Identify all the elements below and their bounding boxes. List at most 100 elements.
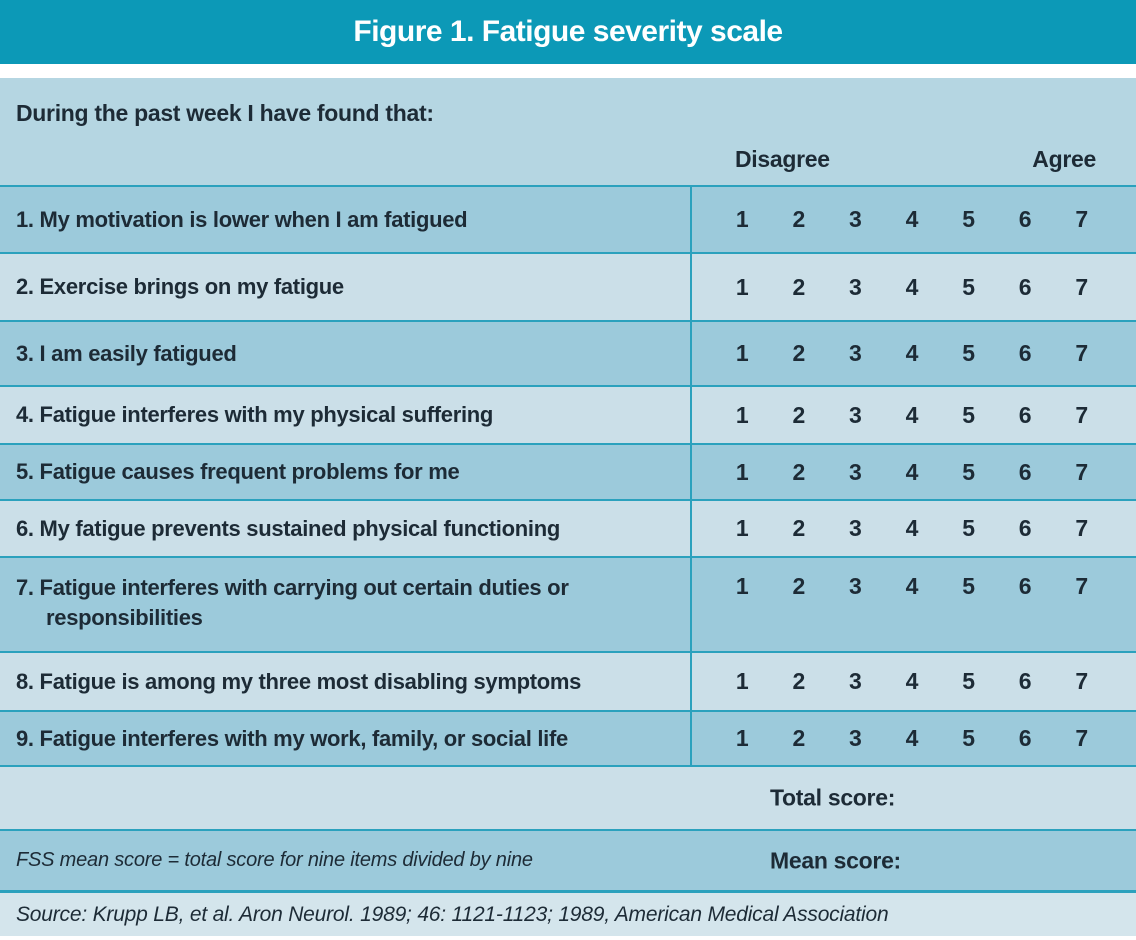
rating-value: 2 xyxy=(792,515,806,541)
rating-value: 5 xyxy=(962,273,975,300)
rating-value: 1 xyxy=(735,206,749,232)
table-row: 3. I am easily fatigued 1 2 3 4 5 6 7 xyxy=(0,320,1136,385)
rating-value: 1 xyxy=(735,725,749,751)
rating-value: 3 xyxy=(849,725,862,751)
rating-value: 4 xyxy=(905,573,919,599)
item-statement: 2. Exercise brings on my fatigue xyxy=(0,254,690,320)
item-statement-text: 5. Fatigue causes frequent problems for … xyxy=(16,459,460,485)
rating-value: 6 xyxy=(1018,668,1032,694)
table-row: 6. My fatigue prevents sustained physica… xyxy=(0,499,1136,556)
item-statement: 5. Fatigue causes frequent problems for … xyxy=(0,445,690,499)
rating-value: 7 xyxy=(1075,668,1089,694)
rating-value: 7 xyxy=(1075,573,1089,599)
rating-value: 7 xyxy=(1075,725,1089,751)
scale-anchor-labels: Disagree Agree xyxy=(690,146,1136,173)
total-score-row: Total score: xyxy=(0,765,1136,829)
rating-value: 5 xyxy=(962,725,975,751)
rating-value: 6 xyxy=(1018,401,1032,428)
rating-value: 7 xyxy=(1075,206,1089,232)
item-statement-text: 9. Fatigue interferes with my work, fami… xyxy=(16,725,568,751)
fatigue-severity-table: During the past week I have found that: … xyxy=(0,78,1136,936)
item-rating-scale: 1 2 3 4 5 6 7 xyxy=(690,445,1136,499)
source-row: Source: Krupp LB, et al. Aron Neurol. 19… xyxy=(0,890,1136,936)
table-prompt: During the past week I have found that: xyxy=(16,100,434,126)
item-statement: 3. I am easily fatigued xyxy=(0,322,690,385)
rating-value: 2 xyxy=(792,458,806,485)
rating-value: 4 xyxy=(905,515,919,541)
rating-value: 7 xyxy=(1075,458,1089,485)
rating-value: 5 xyxy=(962,515,975,541)
rating-value: 6 xyxy=(1018,273,1032,300)
item-statement-text: 8. Fatigue is among my three most disabl… xyxy=(16,668,582,694)
item-statement: 6. My fatigue prevents sustained physica… xyxy=(0,501,690,556)
source-citation: Source: Krupp LB, et al. Aron Neurol. 19… xyxy=(16,902,889,926)
rating-value: 7 xyxy=(1075,273,1089,300)
table-row: 7. Fatigue interferes with carrying out … xyxy=(0,556,1136,651)
rating-value: 3 xyxy=(849,668,862,694)
rating-value: 2 xyxy=(792,340,806,366)
rating-value: 5 xyxy=(962,340,975,366)
rating-value: 6 xyxy=(1018,206,1032,232)
rating-value: 4 xyxy=(905,401,919,428)
item-rating-scale: 1 2 3 4 5 6 7 xyxy=(690,501,1136,556)
rating-value: 2 xyxy=(792,273,806,300)
rating-value: 6 xyxy=(1018,340,1032,366)
rating-value: 7 xyxy=(1075,340,1089,366)
rating-value: 6 xyxy=(1018,725,1032,751)
item-rating-scale: 1 2 3 4 5 6 7 xyxy=(690,653,1136,710)
rating-value: 2 xyxy=(792,206,806,232)
item-rating-scale: 1 2 3 4 5 6 7 xyxy=(690,387,1136,443)
rating-value: 2 xyxy=(792,573,806,599)
rating-value: 4 xyxy=(905,668,919,694)
rating-value: 7 xyxy=(1075,401,1089,428)
banner-gap xyxy=(0,64,1136,78)
mean-score-label: Mean score: xyxy=(770,847,901,873)
scale-label-disagree: Disagree xyxy=(735,146,830,172)
rating-value: 5 xyxy=(962,458,975,485)
item-statement: 7. Fatigue interferes with carrying out … xyxy=(0,558,690,651)
rating-value: 5 xyxy=(962,401,975,428)
rating-value: 4 xyxy=(905,273,919,300)
rating-value: 1 xyxy=(735,668,749,694)
item-statement-text: 1. My motivation is lower when I am fati… xyxy=(16,206,468,232)
item-rating-scale: 1 2 3 4 5 6 7 xyxy=(690,558,1136,651)
rating-value: 6 xyxy=(1018,515,1032,541)
rating-value: 1 xyxy=(735,458,749,485)
rating-value: 3 xyxy=(849,273,862,300)
total-score-label: Total score: xyxy=(770,784,896,811)
figure-title-banner: Figure 1. Fatigue severity scale xyxy=(0,0,1136,64)
item-statement-text: 7. Fatigue interferes with carrying out … xyxy=(16,575,569,630)
rating-value: 6 xyxy=(1018,458,1032,485)
rating-value: 3 xyxy=(849,573,862,599)
rating-value: 4 xyxy=(905,340,919,366)
rating-value: 3 xyxy=(849,458,862,485)
item-rating-scale: 1 2 3 4 5 6 7 xyxy=(690,712,1136,765)
rating-value: 3 xyxy=(849,206,862,232)
rating-value: 2 xyxy=(792,401,806,428)
item-statement: 9. Fatigue interferes with my work, fami… xyxy=(0,712,690,765)
table-body: 1. My motivation is lower when I am fati… xyxy=(0,185,1136,765)
item-statement: 1. My motivation is lower when I am fati… xyxy=(0,187,690,252)
table-header: During the past week I have found that: … xyxy=(0,78,1136,185)
rating-value: 1 xyxy=(735,273,749,300)
rating-value: 3 xyxy=(849,401,862,428)
rating-value: 1 xyxy=(735,401,749,428)
rating-value: 1 xyxy=(735,340,749,366)
table-row: 9. Fatigue interferes with my work, fami… xyxy=(0,710,1136,765)
rating-value: 5 xyxy=(962,573,975,599)
mean-score-row: FSS mean score = total score for nine it… xyxy=(0,829,1136,890)
item-statement-text: 6. My fatigue prevents sustained physica… xyxy=(16,515,560,541)
rating-value: 4 xyxy=(905,206,919,232)
figure-title: Figure 1. Fatigue severity scale xyxy=(353,15,783,48)
mean-score-note: FSS mean score = total score for nine it… xyxy=(16,849,533,871)
item-rating-scale: 1 2 3 4 5 6 7 xyxy=(690,322,1136,385)
item-rating-scale: 1 2 3 4 5 6 7 xyxy=(690,254,1136,320)
rating-value: 4 xyxy=(905,725,919,751)
item-statement-text: 2. Exercise brings on my fatigue xyxy=(16,274,344,300)
rating-value: 3 xyxy=(849,340,862,366)
rating-value: 5 xyxy=(962,206,975,232)
rating-value: 5 xyxy=(962,668,975,694)
item-statement-text: 4. Fatigue interferes with my physical s… xyxy=(16,402,494,428)
table-row: 1. My motivation is lower when I am fati… xyxy=(0,185,1136,252)
